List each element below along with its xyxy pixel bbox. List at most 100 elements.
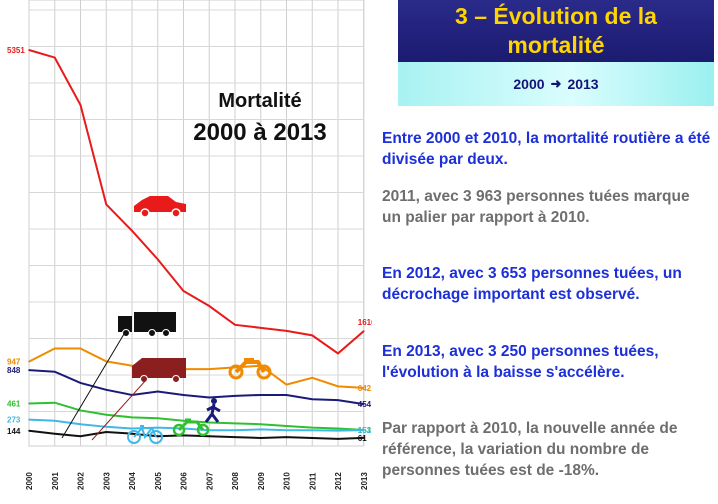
- data-point: [28, 402, 30, 405]
- data-point: [182, 394, 185, 396]
- section-title-line2: mortalité: [507, 32, 605, 58]
- period-end: 2013: [567, 76, 599, 92]
- chart-title-line1: Mortalité: [218, 90, 301, 112]
- data-point: [182, 419, 185, 422]
- data-point: [311, 437, 314, 439]
- series-start-label: 144: [7, 427, 21, 436]
- series-start-label: 273: [7, 416, 21, 425]
- data-point: [362, 330, 365, 332]
- series-end-label: 454: [358, 400, 372, 409]
- mortality-chart: 2000 2001 2002 2003 2004 2005 2006 2007 2008 2009…: [7, 0, 372, 490]
- data-point: [311, 334, 314, 337]
- series-line-bicycle: [28, 418, 364, 432]
- data-point: [208, 368, 211, 370]
- data-point: [28, 49, 30, 51]
- data-point: [362, 429, 365, 431]
- plot-area: [28, 0, 365, 447]
- x-tick-label: 2005: [154, 472, 163, 490]
- period-banner: 2000 ➜ 2013: [398, 62, 714, 106]
- data-point: [208, 435, 211, 438]
- series-end-label: 61: [358, 434, 367, 443]
- car-icon: [134, 196, 186, 218]
- data-point: [285, 330, 288, 332]
- period-start: 2000: [513, 76, 545, 92]
- data-point: [311, 398, 314, 401]
- data-point: [362, 403, 365, 405]
- data-point: [105, 360, 108, 363]
- x-tick-label: 2007: [205, 472, 214, 490]
- data-point: [53, 432, 56, 435]
- motorcycle-icon: [228, 358, 272, 380]
- bicycle-icon: [127, 425, 163, 444]
- data-point: [285, 394, 288, 396]
- x-tick-label: 2004: [128, 472, 137, 490]
- series-line-motorcycle: [28, 347, 364, 389]
- data-point: [337, 399, 339, 401]
- data-point: [156, 417, 159, 420]
- data-point: [53, 347, 56, 350]
- series-start-label: 5351: [7, 46, 25, 55]
- data-point: [28, 429, 30, 432]
- section-title-line1: 3 – Évolution de la: [455, 3, 657, 29]
- data-point: [156, 258, 159, 261]
- data-point: [259, 327, 262, 329]
- data-point: [337, 438, 339, 440]
- paragraph-5: Par rapport à 2010, la nouvelle année de…: [382, 420, 678, 479]
- data-point: [53, 56, 56, 59]
- series-line-car: [28, 49, 365, 355]
- paragraph-3: En 2012, avec 3 653 personnes tuées, un …: [382, 265, 682, 303]
- data-point: [28, 360, 30, 363]
- data-point: [105, 431, 108, 433]
- data-point: [337, 427, 339, 430]
- series-start-label: 848: [7, 366, 21, 375]
- data-point: [79, 409, 82, 412]
- x-tick-label: 2013: [360, 472, 369, 490]
- series-end-label: 1616: [358, 318, 372, 327]
- x-tick-label: 2003: [102, 472, 111, 490]
- data-point: [156, 390, 159, 393]
- data-point: [311, 376, 314, 379]
- data-point: [259, 437, 262, 439]
- data-point: [234, 436, 236, 438]
- x-tick-label: 2001: [51, 472, 60, 490]
- truck-icon: [118, 312, 176, 337]
- data-point: [234, 422, 236, 425]
- data-point: [337, 352, 339, 355]
- series-start-label: 461: [7, 399, 21, 408]
- data-point: [311, 429, 314, 432]
- x-tick-label: 2011: [308, 472, 317, 490]
- moped-icon: [172, 418, 210, 437]
- data-point: [337, 385, 339, 388]
- data-point: [156, 426, 159, 429]
- data-point: [234, 429, 236, 432]
- data-point: [234, 324, 236, 326]
- paragraph-1: Entre 2000 et 2010, la mortalité routièr…: [382, 130, 711, 168]
- data-point: [53, 419, 56, 422]
- pedestrian-icon: [204, 398, 221, 423]
- van-pointer-line: [91, 379, 147, 441]
- series-end-label: 642: [358, 384, 372, 393]
- data-point: [131, 229, 133, 232]
- data-point: [53, 370, 56, 373]
- data-point: [285, 429, 288, 432]
- data-point: [259, 394, 262, 396]
- data-point: [182, 290, 185, 292]
- truck-pointer-line: [61, 333, 125, 439]
- x-tick-label: 2000: [25, 472, 34, 490]
- van-icon: [132, 358, 186, 383]
- data-point: [131, 427, 133, 430]
- vehicle-icons: [61, 196, 272, 444]
- data-point: [208, 421, 211, 424]
- x-tick-label: 2010: [283, 472, 292, 490]
- data-point: [208, 396, 211, 399]
- data-point: [156, 435, 159, 438]
- data-point: [182, 434, 185, 437]
- data-point: [285, 383, 288, 386]
- data-point: [79, 104, 82, 106]
- paragraph-2: 2011, avec 3 963 personnes tuées marque …: [382, 188, 690, 226]
- data-point: [362, 437, 365, 439]
- right-arrow-icon: ➜: [550, 76, 562, 91]
- x-tick-label: 2006: [180, 472, 189, 490]
- data-point: [285, 436, 288, 438]
- data-point: [79, 423, 82, 426]
